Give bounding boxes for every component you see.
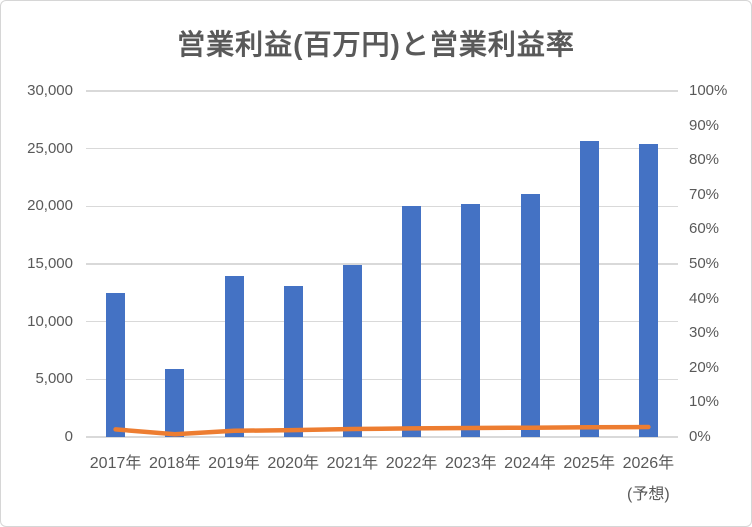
x-axis-tick-label: 2024年 <box>504 455 556 472</box>
secondary-y-axis-tick-label: 30% <box>689 324 720 342</box>
x-axis-tick-label: 2019年 <box>208 455 260 472</box>
bar-operating-profit <box>283 285 303 437</box>
bar-operating-profit <box>106 292 126 437</box>
y-axis-tick-label: 20,000 <box>27 197 73 215</box>
x-axis-tick-label: 2025年 <box>563 455 615 472</box>
bar-operating-profit <box>165 368 185 437</box>
bar-operating-profit <box>224 275 244 437</box>
secondary-y-axis-tick-label: 50% <box>689 255 720 272</box>
gridline <box>86 378 678 381</box>
secondary-y-axis-tick-label: 20% <box>689 358 720 376</box>
y-axis-tick-label: 15,000 <box>27 255 73 272</box>
plot-area <box>86 90 678 438</box>
gridline <box>86 320 678 323</box>
secondary-y-axis-tick-label: 10% <box>689 393 720 411</box>
bar-operating-profit <box>520 193 540 437</box>
x-axis-forecast-note: (予想) <box>627 486 670 503</box>
x-axis-tick-label: 2020年 <box>267 455 319 472</box>
bar-operating-profit <box>461 204 481 437</box>
bar-operating-profit <box>638 144 658 437</box>
secondary-y-axis-tick-label: 0% <box>689 428 711 445</box>
x-axis-tick-label: 2022年 <box>385 455 438 472</box>
gridline <box>86 90 678 92</box>
secondary-y-axis-tick-label: 60% <box>689 220 720 238</box>
secondary-y-axis-tick-label: 80% <box>689 151 720 169</box>
gridline <box>86 205 678 208</box>
y-axis-tick-label: 5,000 <box>35 370 73 388</box>
y-axis-tick-label: 30,000 <box>27 82 73 99</box>
secondary-y-axis-tick-label: 40% <box>689 289 720 307</box>
operating-margin-polyline <box>113 424 651 437</box>
secondary-y-axis-tick-label: 90% <box>689 116 720 134</box>
y-axis-tick-label: 10,000 <box>27 312 73 330</box>
y-axis-tick-label: 25,000 <box>27 139 73 157</box>
x-axis-tick-label: 2018年 <box>148 455 201 472</box>
x-axis-tick-label: 2023年 <box>444 455 497 472</box>
bar-operating-profit <box>579 140 599 437</box>
bar-operating-profit <box>342 265 362 437</box>
x-axis-tick-label: 2021年 <box>326 455 379 472</box>
secondary-y-axis-tick-label: 70% <box>689 185 720 203</box>
gridline <box>86 147 678 150</box>
secondary-y-axis-tick-label: 100% <box>689 82 728 99</box>
gridline <box>86 263 678 265</box>
chart-title: 営業利益(百万円)と営業利益率 <box>177 29 575 60</box>
x-axis-tick-label: 2017年 <box>89 455 142 472</box>
line-operating-margin <box>113 424 651 437</box>
bar-operating-profit <box>402 206 422 437</box>
x-axis-tick-label: 2026年 <box>622 455 675 472</box>
y-axis-tick-label: 0 <box>64 428 73 445</box>
gridline <box>86 436 678 438</box>
